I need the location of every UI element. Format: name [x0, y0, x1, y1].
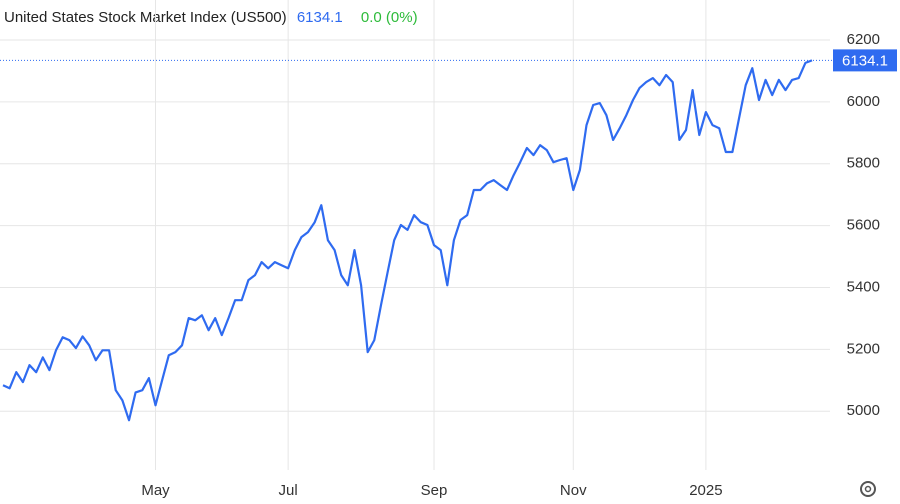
x-tick-label: Jul [279, 482, 298, 499]
x-tick-label: 2025 [689, 482, 722, 499]
y-tick-label: 5000 [847, 402, 880, 419]
price-change: 0.0 (0%) [361, 9, 418, 26]
y-tick-label: 6200 [847, 31, 880, 48]
y-tick-label: 6000 [847, 93, 880, 110]
price-line [2, 59, 813, 422]
x-tick-label: May [141, 482, 170, 499]
y-tick-label: 5600 [847, 217, 880, 234]
y-tick-label: 5200 [847, 340, 880, 357]
settings-icon[interactable] [860, 481, 876, 497]
chart-title: United States Stock Market Index (US500)… [4, 9, 418, 26]
last-price-tag [833, 49, 897, 72]
last-price-label: 6134.1 [842, 52, 888, 69]
title: United States Stock Market Index (US500) [4, 9, 287, 26]
last-price: 6134.1 [297, 9, 343, 26]
x-tick-label: Sep [421, 482, 448, 499]
x-tick-label: Nov [560, 482, 587, 499]
gear-hub [864, 485, 872, 493]
y-tick-label: 5400 [847, 278, 880, 295]
gear-ring [860, 481, 876, 497]
y-tick-label: 5800 [847, 155, 880, 172]
